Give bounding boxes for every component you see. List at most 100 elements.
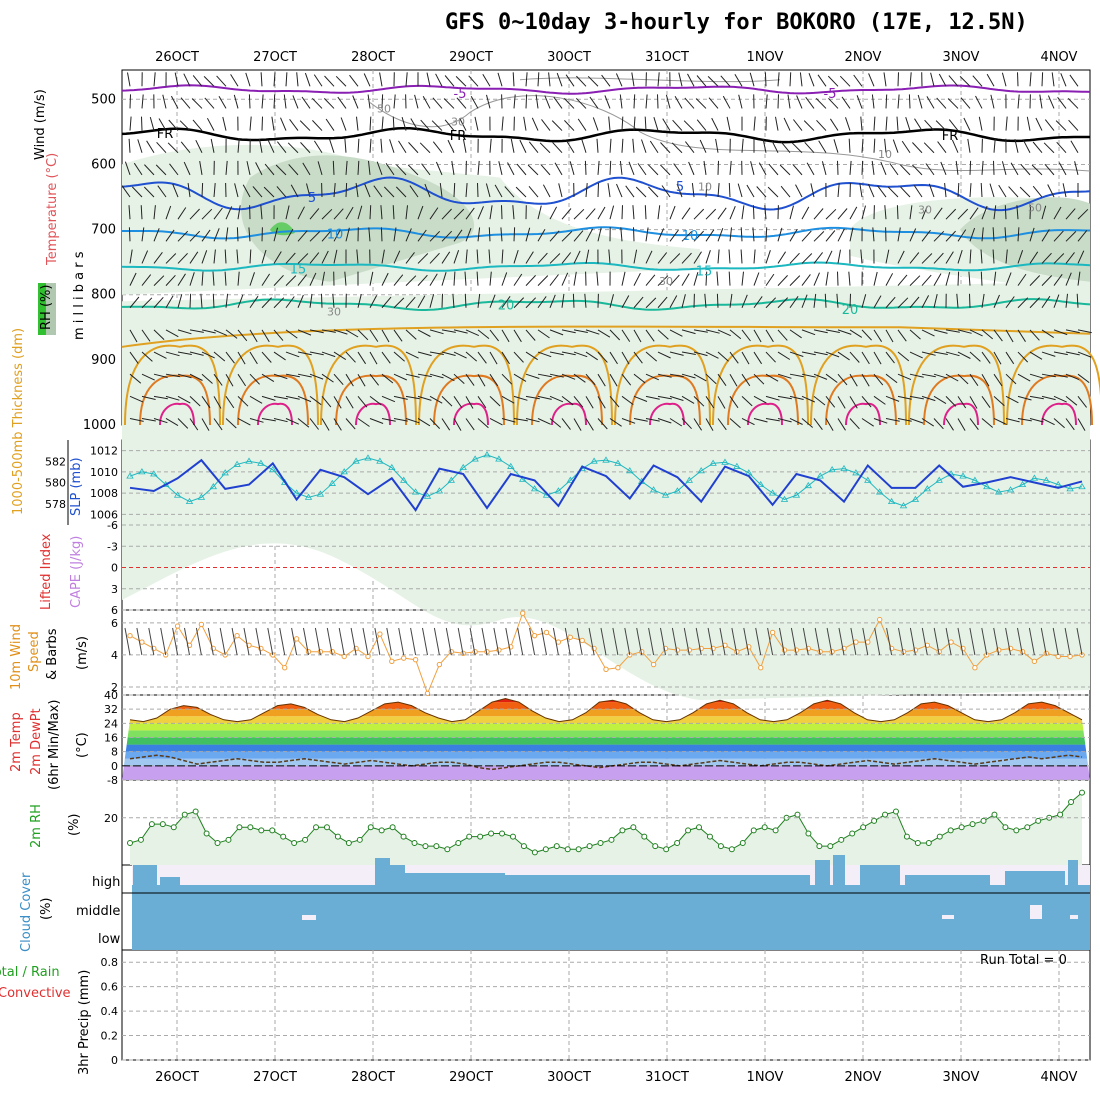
barb [381, 249, 385, 264]
rh-point-87 [1079, 789, 1085, 796]
barb [129, 272, 137, 286]
barb [528, 185, 539, 198]
slp-point-44 [649, 486, 658, 493]
barb [261, 249, 267, 264]
wind-barb-26 [433, 627, 440, 656]
barb [681, 373, 696, 379]
barb [1041, 395, 1056, 401]
barb [556, 72, 563, 87]
barb [813, 272, 820, 286]
barb [525, 297, 537, 309]
barb [621, 329, 631, 342]
barb [956, 293, 959, 308]
barb [507, 162, 515, 176]
rh-point-12 [258, 827, 265, 834]
barb [172, 183, 179, 198]
barb [1017, 417, 1032, 422]
barb [177, 252, 188, 264]
barb [933, 395, 947, 405]
barb [877, 185, 887, 198]
barb [417, 229, 427, 242]
barb [465, 351, 478, 362]
wind-barb-17 [326, 627, 333, 656]
barb [856, 95, 863, 109]
rh-point-77 [969, 821, 976, 828]
barb [683, 120, 695, 131]
barb [333, 373, 344, 386]
barb [273, 395, 288, 400]
barb [128, 227, 131, 242]
barb [225, 373, 234, 387]
barb [285, 228, 294, 242]
barb [896, 205, 899, 220]
barb [1017, 227, 1020, 242]
barb [245, 72, 251, 87]
barb [909, 72, 912, 87]
wind-barb-64 [886, 627, 893, 656]
barb [716, 293, 719, 308]
barb [321, 351, 336, 358]
wind-barb-36 [552, 627, 559, 656]
barb [464, 271, 467, 286]
barb [367, 94, 371, 109]
frame-precip [121, 949, 1091, 1061]
barb [535, 94, 539, 109]
barb [657, 329, 669, 340]
barb [393, 373, 408, 381]
barb [609, 294, 614, 308]
barb [765, 329, 774, 343]
barb [273, 72, 276, 87]
slp-point-5 [185, 497, 194, 505]
barb [195, 139, 203, 153]
barb [453, 396, 463, 409]
barb [597, 351, 608, 363]
barb [129, 116, 132, 131]
barb [741, 418, 755, 426]
wind-point-41 [615, 665, 621, 671]
barb [621, 205, 623, 220]
barb [933, 207, 943, 220]
barb [945, 395, 957, 407]
barb [513, 329, 522, 343]
barb [662, 118, 671, 131]
barb [620, 227, 623, 242]
barb [249, 295, 259, 309]
barb [587, 75, 599, 87]
barb [153, 205, 156, 220]
wind-point-25 [424, 690, 431, 697]
barb [143, 186, 155, 198]
wind-barb-25 [422, 627, 428, 656]
barb [1016, 205, 1019, 220]
barb [711, 117, 719, 131]
wind-ylabel-1: 10m Wind [9, 624, 24, 690]
barb [816, 119, 827, 131]
barb [741, 205, 745, 220]
rh-point-3 [159, 821, 166, 828]
cloud-high-3 [390, 865, 405, 885]
rh-point-40 [564, 846, 571, 853]
wind-barb-62 [862, 627, 869, 656]
slp-point-12 [269, 465, 277, 473]
barb [938, 73, 947, 87]
rh-point-70 [892, 808, 899, 815]
barb [379, 72, 383, 87]
barb [417, 205, 424, 220]
barb [801, 329, 816, 336]
wind-barb-54 [767, 627, 774, 656]
barb [633, 94, 636, 109]
barb [681, 294, 686, 308]
cloud-high-9 [905, 875, 990, 885]
barb [369, 271, 374, 286]
contour-plus5 [121, 176, 1091, 212]
barb [969, 418, 979, 430]
wind-point-63 [877, 616, 883, 623]
barb [432, 97, 443, 109]
barb [393, 274, 404, 286]
barb [260, 205, 263, 220]
barb [789, 275, 801, 286]
temp-band-2 [122, 751, 1090, 759]
barb [189, 230, 201, 242]
rh-point-78 [980, 817, 987, 824]
barb [937, 141, 947, 154]
barb [453, 271, 456, 286]
